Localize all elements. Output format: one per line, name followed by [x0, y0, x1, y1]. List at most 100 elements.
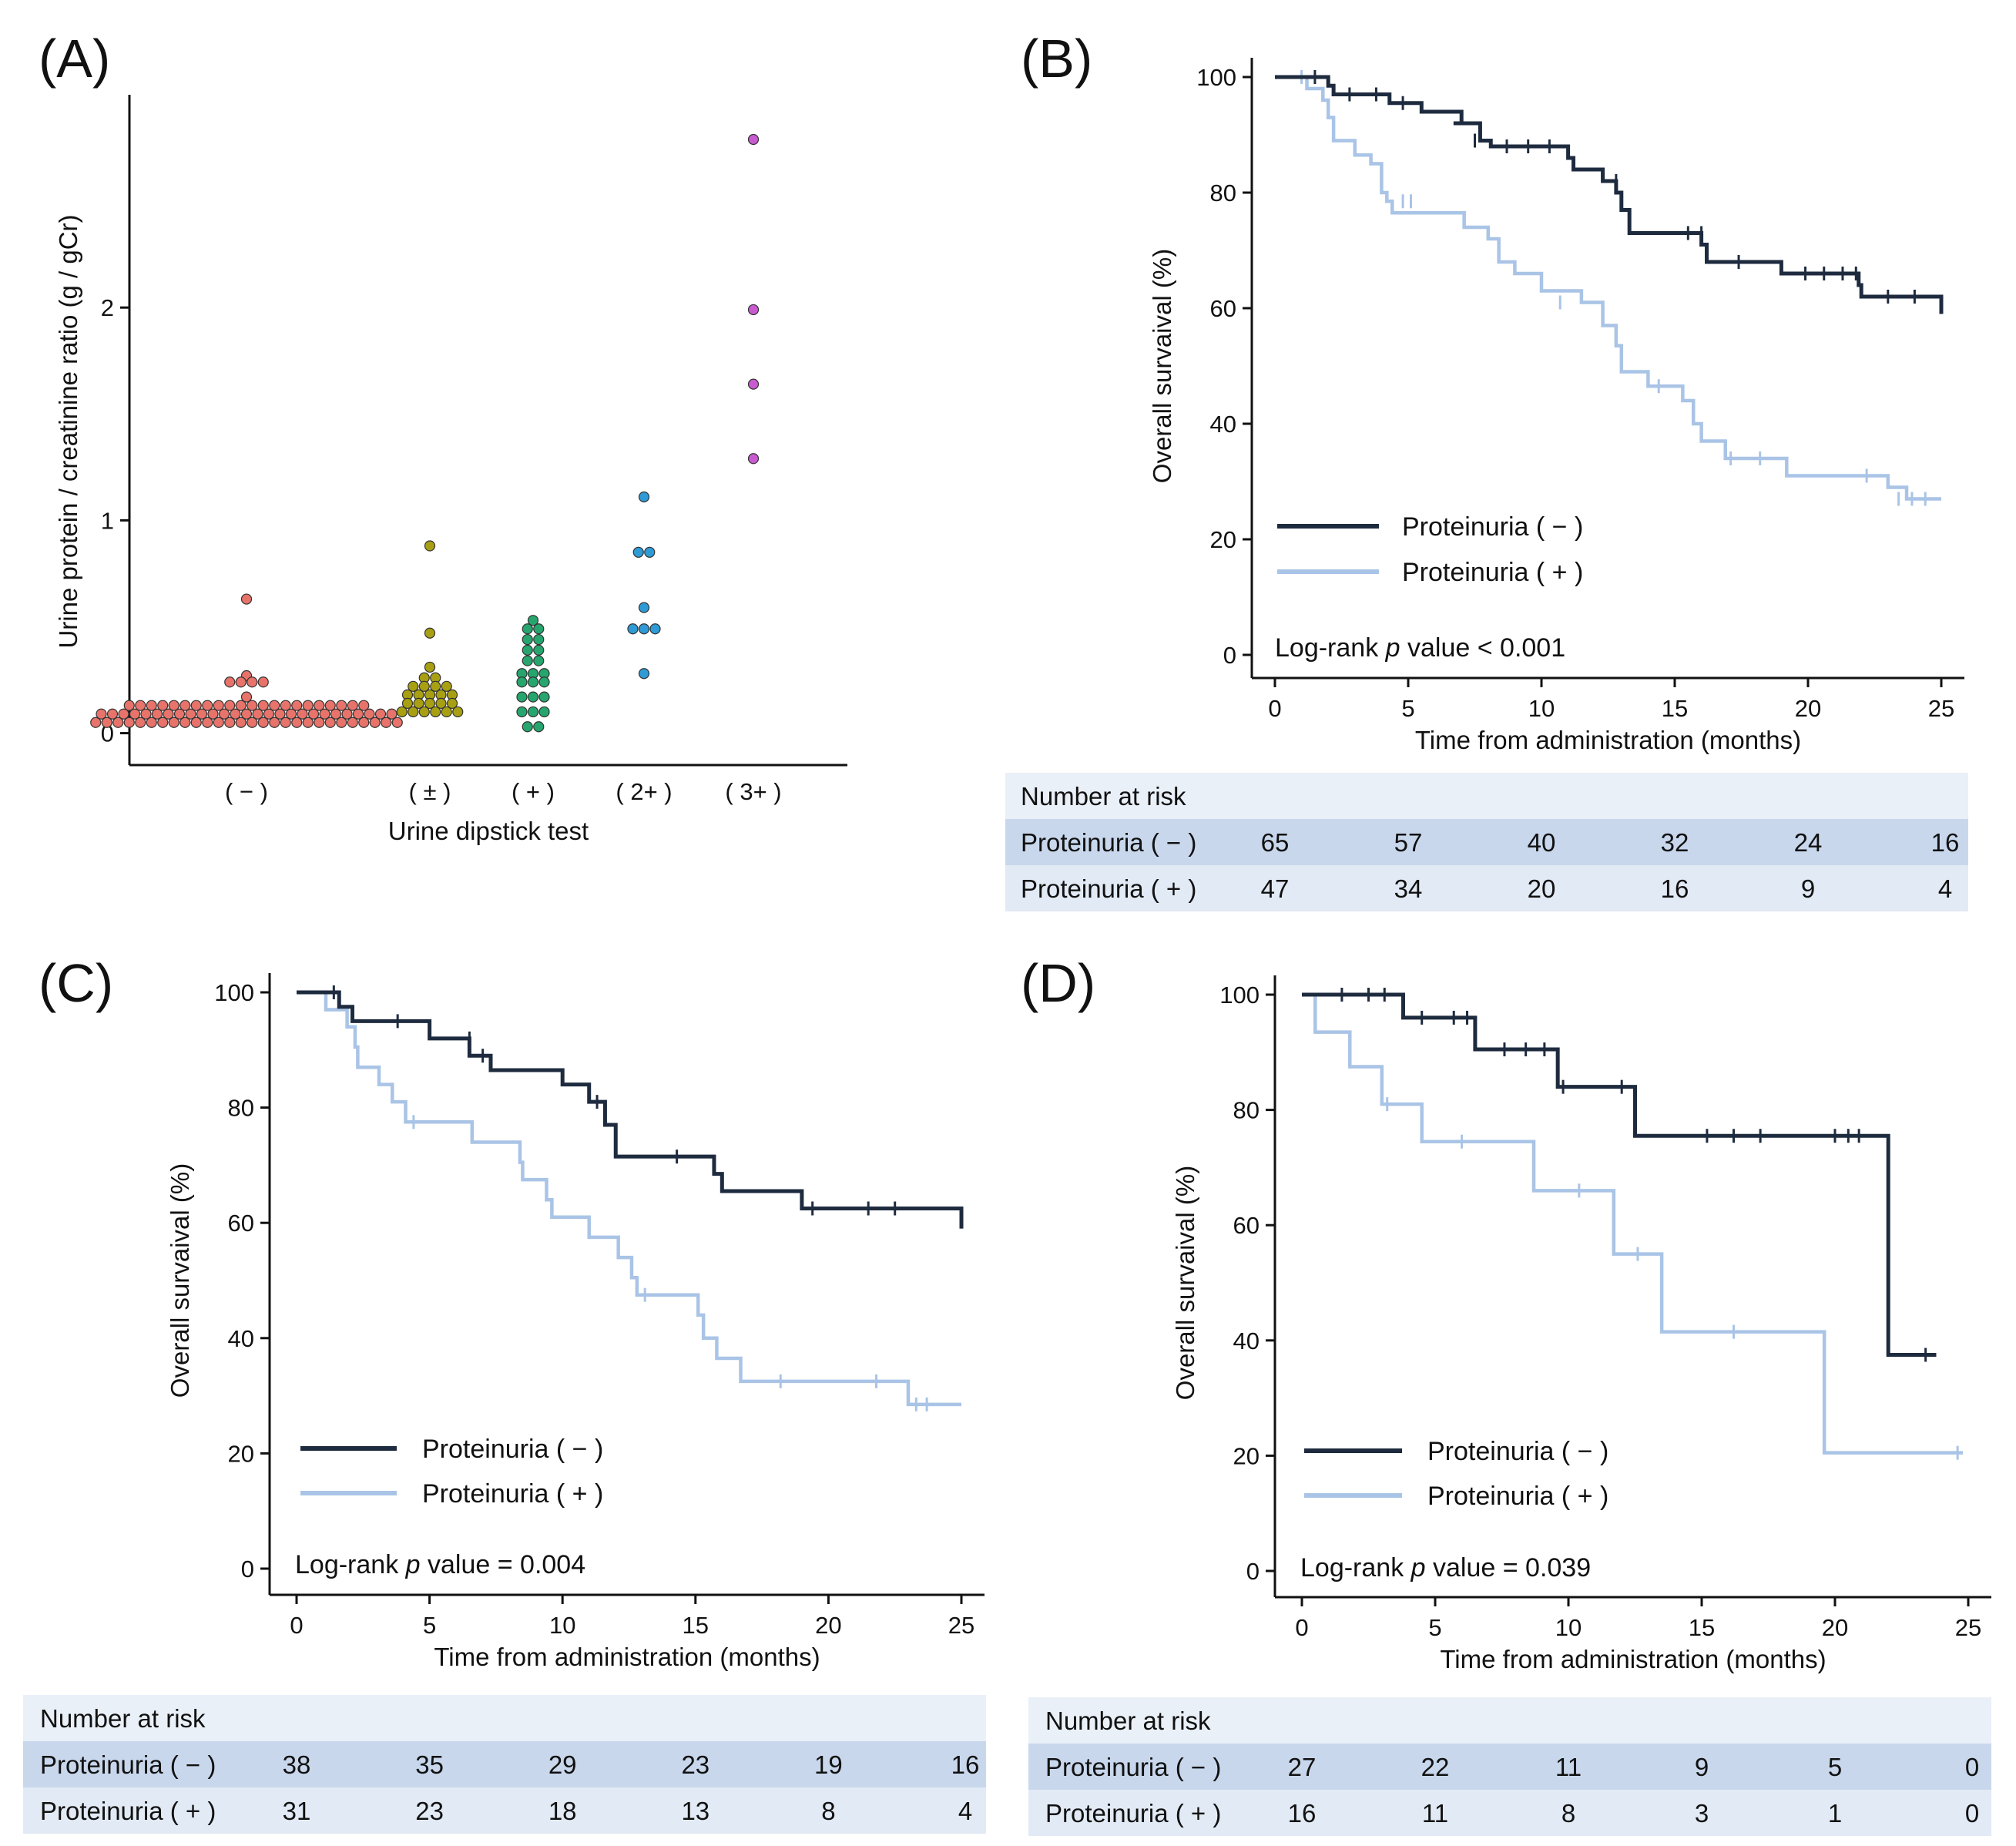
- data-point: [123, 717, 135, 728]
- risk-value: 13: [681, 1797, 709, 1825]
- data-point: [408, 680, 419, 692]
- data-point: [307, 708, 320, 720]
- data-point: [257, 717, 269, 728]
- p-value-prefix: Log-rank: [1300, 1553, 1411, 1583]
- data-point: [190, 700, 202, 711]
- risk-value: 3: [1695, 1799, 1709, 1828]
- data-point: [522, 644, 533, 656]
- y-tick-label: 60: [228, 1210, 254, 1237]
- y-tick-label: 60: [1233, 1212, 1260, 1239]
- data-point: [135, 717, 146, 728]
- data-point: [247, 717, 258, 728]
- data-point: [522, 623, 533, 635]
- p-value-prefix: Log-rank: [295, 1550, 406, 1579]
- data-point: [257, 700, 269, 711]
- y-tick-label: 100: [1196, 64, 1236, 91]
- data-point: [252, 708, 263, 720]
- data-point: [516, 691, 528, 703]
- risk-table-row-bg: [1005, 865, 1968, 911]
- data-point: [291, 717, 303, 728]
- y-tick-label: 2: [101, 294, 114, 321]
- risk-value: 8: [821, 1797, 835, 1825]
- data-point: [638, 668, 650, 680]
- data-point: [314, 700, 325, 711]
- risk-table-row-bg: [1005, 819, 1968, 865]
- data-point: [336, 717, 347, 728]
- data-point: [185, 708, 196, 720]
- data-point: [101, 717, 112, 728]
- data-point: [196, 708, 208, 720]
- data-point: [341, 708, 353, 720]
- risk-table-row-bg: [23, 1787, 986, 1834]
- data-point: [213, 717, 224, 728]
- risk-value: 4: [1938, 874, 1952, 903]
- data-point: [538, 676, 550, 688]
- data-point: [135, 700, 146, 711]
- data-point: [129, 708, 141, 720]
- data-point: [522, 655, 533, 666]
- risk-value: 23: [415, 1797, 444, 1825]
- data-point: [381, 717, 392, 728]
- data-point: [441, 706, 452, 718]
- survival-curve: [1275, 75, 1944, 314]
- data-point: [240, 593, 253, 605]
- data-point: [632, 546, 644, 558]
- risk-value: 9: [1801, 874, 1815, 903]
- risk-value: 22: [1421, 1753, 1450, 1781]
- data-point: [533, 655, 545, 666]
- risk-value: 29: [548, 1750, 577, 1779]
- y-tick-label: 0: [241, 1556, 254, 1583]
- data-point: [441, 680, 452, 692]
- x-tick-label: 15: [683, 1612, 709, 1639]
- data-point: [527, 676, 539, 688]
- risk-value: 16: [1931, 828, 1960, 857]
- data-point: [235, 700, 247, 711]
- data-point: [435, 697, 447, 710]
- data-point: [649, 623, 661, 635]
- legend-label: Proteinuria ( + ): [1427, 1482, 1608, 1511]
- y-tick-label: 80: [1210, 180, 1236, 206]
- x-ticks-a: ( − ) ( ± ) ( + ) ( 2+ ) ( 3+ ): [225, 778, 782, 805]
- data-point: [297, 708, 308, 720]
- risk-value: 0: [1965, 1753, 1979, 1781]
- curves-c: [297, 985, 964, 1411]
- survival-curve: [1275, 75, 1941, 501]
- data-point: [224, 676, 236, 688]
- data-point: [96, 708, 107, 720]
- risk-table-row-bg: [1005, 773, 1968, 819]
- risk-row-label: Proteinuria ( + ): [40, 1797, 216, 1825]
- data-point: [538, 691, 550, 703]
- data-point: [274, 708, 286, 720]
- data-point: [240, 708, 253, 720]
- data-point: [430, 706, 441, 718]
- x-category-label: ( ± ): [409, 778, 451, 805]
- risk-value: 16: [1661, 874, 1689, 903]
- data-point: [224, 717, 236, 728]
- x-tick-label: 15: [1689, 1614, 1715, 1641]
- data-point: [324, 700, 336, 711]
- y-tick-label: 100: [1219, 982, 1260, 1009]
- x-axis-label-a: Urine dipstick test: [388, 817, 589, 845]
- risk-value: 32: [1661, 828, 1689, 857]
- x-tick-label: 0: [290, 1612, 303, 1639]
- survival-curve: [1302, 992, 1937, 1357]
- data-point: [269, 700, 280, 711]
- risk-value: 16: [1288, 1799, 1317, 1828]
- data-point: [424, 627, 436, 639]
- panel-label-d: (D): [1021, 953, 1095, 1013]
- x-axis-label: Time from administration (months): [434, 1643, 820, 1671]
- data-point: [430, 680, 441, 692]
- x-tick-label: 20: [1822, 1614, 1848, 1641]
- data-point: [330, 708, 342, 720]
- x-tick-label: 25: [948, 1612, 974, 1639]
- risk-table-header: Number at risk: [1045, 1707, 1211, 1735]
- data-point: [235, 717, 247, 728]
- y-tick-label: 0: [1246, 1558, 1260, 1585]
- data-point: [396, 706, 408, 718]
- legend-label: Proteinuria ( − ): [1427, 1437, 1608, 1466]
- data-point: [452, 706, 464, 718]
- risk-value: 11: [1422, 1799, 1448, 1828]
- x-category-label: ( − ): [225, 778, 268, 805]
- y-axis-label: Overall survaival (%): [1148, 249, 1176, 483]
